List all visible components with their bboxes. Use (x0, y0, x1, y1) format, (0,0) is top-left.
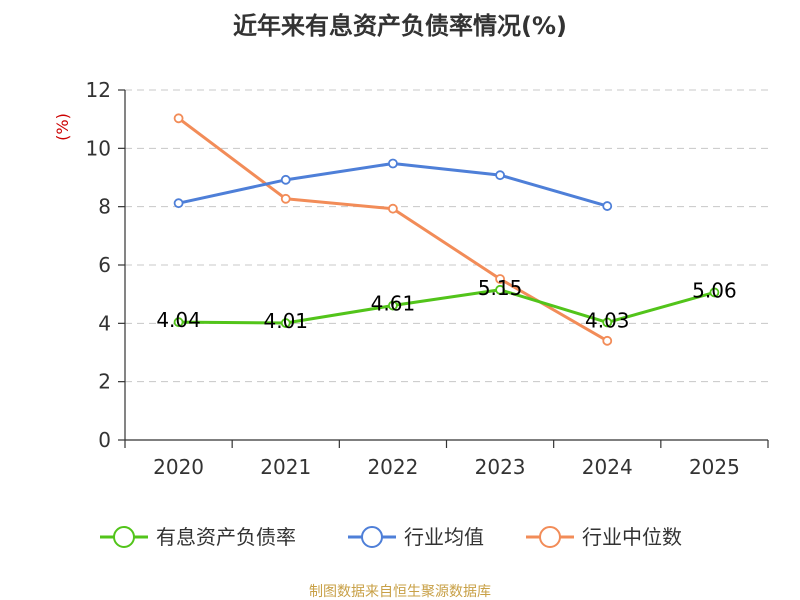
legend: 有息资产负债率 行业均值 行业中位数 (100, 525, 682, 549)
data-label-0-2024: 4.03 (585, 308, 630, 332)
y-tick-label-6: 6 (98, 253, 111, 277)
y-tick-label-12: 12 (86, 78, 111, 102)
point-1-2023 (495, 170, 505, 181)
point-0-2020 (173, 317, 184, 328)
legend-label-2: 行业中位数 (582, 525, 682, 549)
data-labels: 4.04 4.01 4.61 5.15 4.03 5.06 (156, 276, 736, 333)
series-layer (173, 113, 720, 346)
point-0-2025 (709, 287, 720, 298)
y-axis-label: (%) (53, 113, 72, 141)
legend-label-1: 行业均值 (404, 525, 484, 549)
point-2-2021 (280, 193, 291, 204)
legend-item-2[interactable]: 行业中位数 (526, 525, 682, 549)
point-0-2024 (602, 317, 613, 328)
point-1-2024 (602, 201, 613, 211)
point-0-2022 (388, 300, 398, 311)
y-tick-label-0: 0 (98, 428, 111, 452)
x-tick-label-2023: 2023 (475, 455, 526, 479)
y-tick-label-8: 8 (98, 195, 111, 219)
data-label-0-2021: 4.01 (263, 309, 308, 333)
legend-marker-0 (113, 526, 135, 548)
point-2-2024 (602, 335, 613, 346)
grid-lines (125, 89, 768, 383)
legend-marker-1 (361, 526, 383, 548)
series-line-1 (178, 162, 608, 208)
legend-label-0: 有息资产负债率 (156, 525, 296, 549)
point-0-2021 (280, 318, 291, 328)
data-label-0-2022: 4.61 (371, 292, 416, 316)
series-line-0 (178, 288, 715, 325)
series-0 (173, 284, 720, 328)
axes: 0 2 4 6 8 10 12 2020 2021 2022 2023 2024 2025 (86, 78, 769, 479)
data-label-0-2020: 4.04 (156, 308, 201, 332)
x-tick-label-2024: 2024 (582, 455, 633, 479)
y-tick-label-10: 10 (86, 136, 111, 160)
x-tick-label-2021: 2021 (260, 455, 311, 479)
source-note: 制图数据来自恒生聚源数据库 (309, 584, 491, 600)
y-tick-label-2: 2 (98, 370, 111, 394)
data-label-0-2023: 5.15 (478, 276, 523, 300)
x-tick-label-2022: 2022 (367, 455, 418, 479)
series-1 (173, 158, 613, 211)
point-2-2022 (388, 203, 398, 214)
point-1-2020 (173, 198, 184, 209)
point-2-2020 (173, 113, 184, 124)
legend-marker-2 (539, 526, 561, 548)
point-1-2022 (388, 158, 398, 169)
legend-item-1[interactable]: 行业均值 (348, 525, 484, 549)
data-label-0-2025: 5.06 (692, 278, 737, 302)
point-0-2023 (495, 284, 505, 295)
point-2-2023 (495, 274, 505, 284)
chart-title: 近年来有息资产负债率情况(%) (233, 12, 567, 40)
legend-item-0[interactable]: 有息资产负债率 (100, 525, 296, 549)
point-1-2021 (280, 174, 291, 185)
x-tick-label-2025: 2025 (689, 455, 740, 479)
y-tick-label-4: 4 (98, 311, 111, 335)
x-tick-label-2020: 2020 (153, 455, 204, 479)
